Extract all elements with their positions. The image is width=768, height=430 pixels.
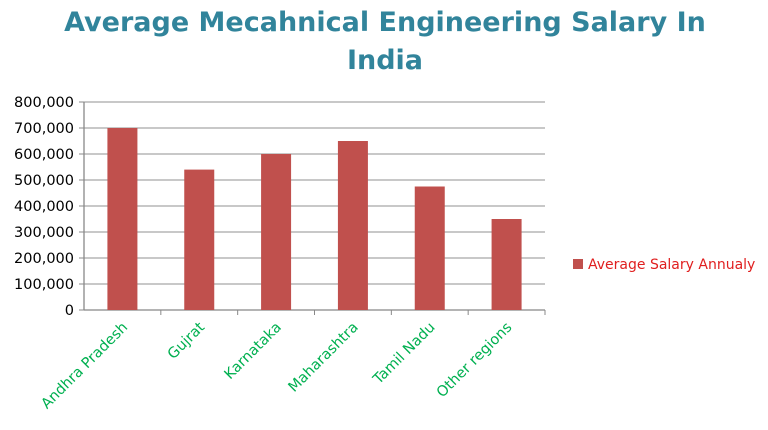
legend-swatch bbox=[573, 259, 583, 269]
y-tick-label: 0 bbox=[65, 303, 74, 319]
y-tick-label: 600,000 bbox=[14, 147, 74, 163]
chart-title: Average Mecahnical Engineering Salary In… bbox=[64, 7, 706, 76]
x-category-label: Gujrat bbox=[165, 319, 208, 362]
bar-maharashtra bbox=[337, 141, 368, 310]
y-tick-label: 500,000 bbox=[14, 173, 74, 189]
bar-karnataka bbox=[261, 154, 292, 310]
bar-other-regions bbox=[491, 219, 522, 310]
y-tick-label: 300,000 bbox=[14, 225, 74, 241]
x-category-label: Karnataka bbox=[222, 320, 285, 383]
y-tick-label: 800,000 bbox=[14, 95, 74, 111]
bar-gujrat bbox=[184, 169, 215, 310]
x-category-label: Tamil Nadu bbox=[370, 320, 439, 389]
bar-tamil-nadu bbox=[414, 186, 445, 310]
y-tick-label: 700,000 bbox=[14, 121, 74, 137]
y-tick-label: 400,000 bbox=[14, 199, 74, 215]
x-category-label: Other regions bbox=[434, 320, 515, 401]
bar-andhra-pradesh bbox=[107, 128, 138, 310]
y-tick-label: 100,000 bbox=[14, 277, 74, 293]
x-category-label: Andhra Pradesh bbox=[38, 320, 131, 413]
x-category-label: Maharashtra bbox=[286, 320, 362, 396]
y-tick-label: 200,000 bbox=[14, 251, 74, 267]
legend-label: Average Salary Annualy bbox=[588, 257, 755, 273]
